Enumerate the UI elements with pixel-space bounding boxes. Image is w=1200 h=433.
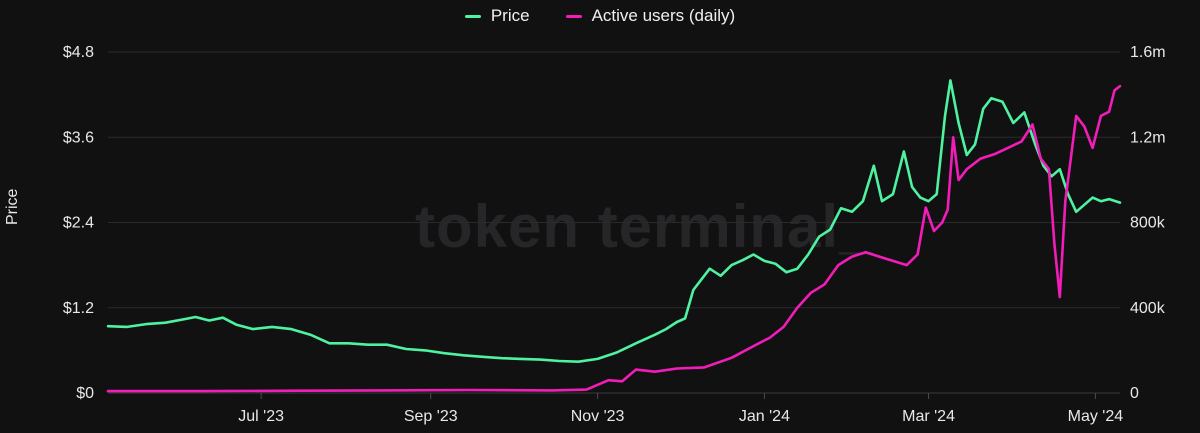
y-right-tick-label: 800k — [1130, 215, 1166, 232]
y-right-tick-label: 1.2m — [1130, 129, 1166, 146]
legend-item-active-users[interactable]: Active users (daily) — [565, 6, 736, 26]
legend-swatch-active-users — [565, 14, 582, 18]
x-tick-label: Nov '23 — [571, 408, 625, 425]
y-left-tick-label: $1.2 — [63, 300, 94, 317]
chart-legend: Price Active users (daily) — [0, 6, 1200, 26]
series-line-price — [106, 79, 1122, 363]
x-tick-label: Sep '23 — [404, 408, 458, 425]
y-right-tick-label: 1.6m — [1130, 44, 1166, 61]
gridlines — [108, 51, 1120, 394]
watermark: token terminal_ — [415, 193, 874, 260]
legend-label-active-users: Active users (daily) — [591, 6, 736, 25]
legend-item-price[interactable]: Price — [464, 6, 530, 26]
series-line-active-users-daily — [106, 84, 1122, 393]
y-left-tick-label: $0 — [76, 385, 94, 402]
x-tick-label: May '24 — [1068, 408, 1124, 425]
y-left-tick-label: $3.6 — [63, 129, 94, 146]
x-tick-label: Mar '24 — [902, 408, 955, 425]
x-tick-label: Jan '24 — [739, 408, 790, 425]
y-left-tick-label: $4.8 — [63, 44, 94, 61]
legend-swatch-price — [464, 14, 481, 18]
legend-label-price: Price — [490, 6, 530, 25]
y-right-tick-label: 400k — [1130, 300, 1166, 317]
y-right-tick-label: 0 — [1130, 385, 1139, 402]
y-left-tick-label: $2.4 — [63, 215, 94, 232]
x-tick-label: Jul '23 — [238, 408, 284, 425]
